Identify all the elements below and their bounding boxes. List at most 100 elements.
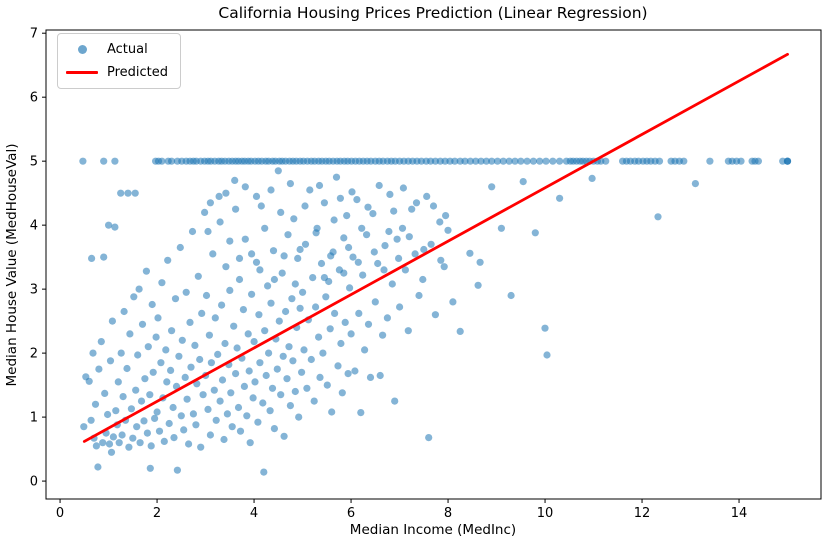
scatter-point [427, 240, 435, 248]
scatter-point [299, 288, 307, 296]
scatter-point [164, 256, 172, 264]
scatter-point [109, 433, 117, 441]
scatter-point [125, 443, 133, 451]
scatter-point [220, 435, 228, 444]
legend-handle-actual [66, 45, 98, 54]
scatter-point [303, 384, 311, 392]
scatter-point [466, 249, 474, 257]
scatter-point [357, 409, 365, 417]
legend-item-actual: Actual [66, 41, 168, 58]
legend-label-actual: Actual [107, 42, 148, 57]
scatter-point [227, 389, 235, 397]
scatter-point [364, 203, 372, 211]
scatter-point [87, 416, 95, 424]
scatter-point [296, 304, 304, 312]
y-axis-label: Median House Value (MedHouseVal) [4, 144, 20, 387]
scatter-point [104, 410, 112, 419]
scatter-point [411, 250, 419, 258]
scatter-point [201, 208, 209, 216]
scatter-point [330, 216, 338, 224]
scatter-point [130, 293, 138, 301]
scatter-point [181, 373, 189, 381]
scatter-point [461, 157, 469, 165]
scatter-point [654, 213, 662, 221]
scatter-point [269, 247, 278, 255]
scatter-point [196, 355, 204, 364]
scatter-point [260, 468, 268, 476]
scatter-point [346, 284, 354, 292]
scatter-point [390, 207, 398, 215]
scatter-point [476, 258, 484, 266]
scatter-point [332, 173, 341, 181]
scatter-point [99, 439, 107, 447]
scatter-point [215, 192, 223, 200]
scatter-point [341, 318, 349, 326]
scatter-point [542, 157, 550, 165]
scatter-point [388, 280, 396, 288]
scatter-point [277, 391, 285, 399]
scatter-point [282, 307, 290, 316]
scatter-point [173, 466, 181, 474]
scatter-point [353, 196, 361, 204]
scatter-point [206, 431, 214, 439]
scatter-point [405, 233, 413, 241]
scatter-series-actual [79, 157, 792, 476]
scatter-point [79, 157, 87, 165]
scatter-point [163, 378, 171, 386]
scatter-point [338, 389, 346, 397]
scatter-point [331, 309, 339, 317]
scatter-point [379, 331, 387, 339]
scatter-point [393, 235, 401, 243]
scatter-point [158, 279, 166, 287]
scatter-point [222, 263, 230, 271]
y-tick-label: 6 [30, 91, 38, 106]
scatter-point [275, 317, 283, 325]
scatter-point [385, 227, 393, 236]
scatter-point [117, 189, 125, 197]
x-tick-label: 14 [731, 506, 748, 521]
scatter-point [129, 434, 137, 442]
x-tick-label: 8 [444, 506, 452, 521]
scatter-point [499, 157, 507, 165]
scatter-point [218, 376, 227, 384]
line-marker-icon [66, 70, 98, 75]
scatter-point [105, 440, 114, 448]
scatter-point [105, 221, 113, 229]
scatter-point [257, 202, 265, 210]
scatter-point [168, 157, 176, 165]
scatter-point [80, 423, 88, 431]
scatter-point [160, 437, 168, 445]
scatter-point [252, 192, 261, 200]
scatter-point [234, 403, 243, 412]
scatter-point [347, 330, 355, 338]
scatter-point [167, 366, 175, 374]
scatter-point [250, 338, 258, 346]
scatter-point [241, 183, 249, 191]
scatter-point [312, 303, 320, 311]
scatter-marker-icon [77, 45, 87, 54]
scatter-point [273, 365, 281, 373]
scatter-point [541, 324, 549, 332]
x-tick-label: 4 [250, 506, 258, 521]
scatter-point [396, 303, 404, 311]
scatter-point [440, 263, 448, 271]
scatter-point [182, 288, 190, 296]
scatter-point [280, 432, 288, 440]
scatter-point [691, 180, 700, 188]
y-tick-label: 5 [30, 155, 38, 170]
scatter-point [112, 407, 120, 415]
scatter-point [256, 266, 264, 274]
scatter-point [124, 189, 132, 197]
scatter-point [95, 365, 103, 373]
scatter-point [783, 157, 792, 165]
scatter-point [270, 425, 278, 433]
scatter-point [191, 341, 199, 349]
y-tick-label: 3 [30, 283, 38, 298]
scatter-point [189, 410, 197, 418]
scatter-point [375, 181, 383, 190]
scatter-point [549, 157, 557, 165]
scatter-point [345, 243, 353, 252]
scatter-point [291, 280, 299, 288]
scatter-point [261, 224, 269, 232]
scatter-point [354, 258, 362, 266]
